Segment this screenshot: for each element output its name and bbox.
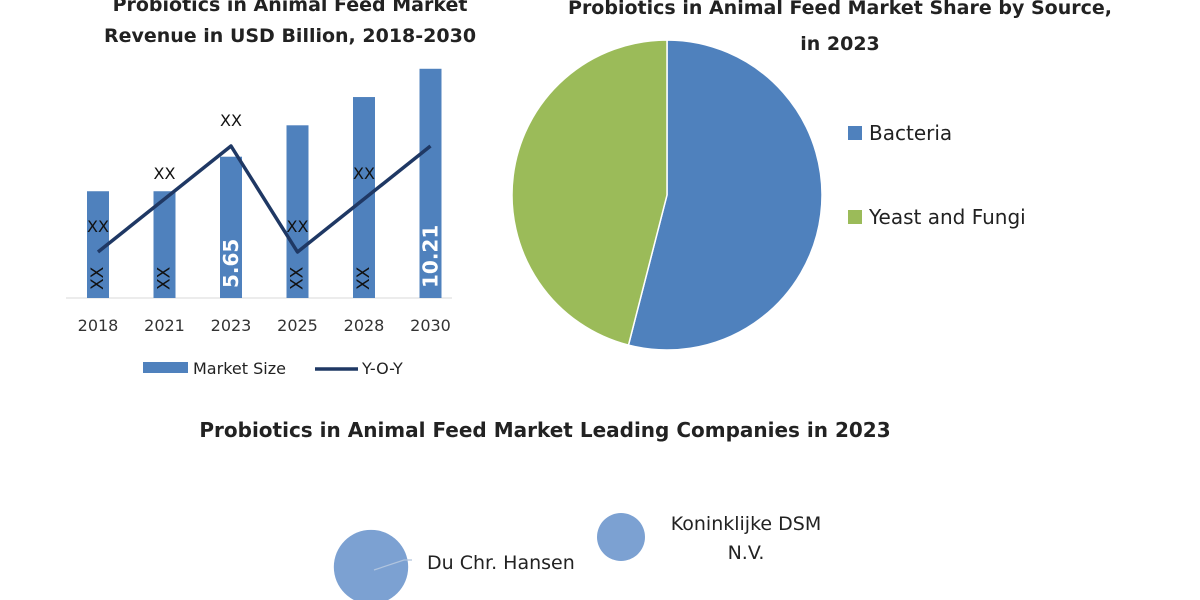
legend-swatch-market-size bbox=[143, 362, 188, 373]
legend-label-yoy: Y-O-Y bbox=[361, 359, 403, 378]
companies-chart-title: Probiotics in Animal Feed Market Leading… bbox=[199, 418, 891, 442]
bar-market-size bbox=[87, 191, 109, 298]
line-yoy bbox=[96, 144, 432, 254]
bar-data-label: XX bbox=[88, 266, 108, 290]
pie-chart-title: Probiotics in Animal Feed Market Share b… bbox=[568, 0, 1112, 55]
bar-data-label: 10.21 bbox=[419, 225, 443, 288]
x-tick-label: 2018 bbox=[78, 316, 119, 335]
bar-data-label: XX bbox=[288, 266, 308, 290]
bar-market-size bbox=[419, 68, 442, 298]
legend-label: Bacteria bbox=[869, 121, 952, 145]
market-size-bar-chart: XX 2018 XX 2021 5.65 2023 XX 2025 XX 2028 10.21 203… bbox=[66, 68, 452, 378]
company-bubble bbox=[333, 529, 409, 600]
bar-market-size bbox=[220, 156, 242, 298]
company-label: Koninklijke DSM N.V. bbox=[671, 513, 821, 564]
pie-slice bbox=[511, 39, 668, 347]
x-tick-label: 2030 bbox=[410, 316, 451, 335]
source-share-pie-chart: Bacteria Yeast and Fungi bbox=[511, 39, 1026, 351]
x-tick-label: 2025 bbox=[277, 316, 318, 335]
line-data-label: XX bbox=[287, 217, 309, 236]
legend-label-market-size: Market Size bbox=[193, 359, 286, 378]
bar-data-label: XX bbox=[155, 266, 175, 290]
x-tick-label: 2028 bbox=[344, 316, 385, 335]
legend-swatch bbox=[848, 210, 862, 224]
legend-label: Yeast and Fungi bbox=[868, 205, 1026, 229]
pie-slice bbox=[627, 39, 823, 351]
legend-swatch bbox=[848, 126, 862, 140]
line-data-label: XX bbox=[220, 111, 242, 130]
company-bubble bbox=[597, 513, 645, 561]
leader-line bbox=[373, 559, 412, 571]
x-tick-label: 2021 bbox=[144, 316, 185, 335]
company-label: Du Chr. Hansen bbox=[427, 552, 575, 574]
line-data-label: XX bbox=[87, 217, 109, 236]
line-data-label: XX bbox=[154, 164, 176, 183]
bar-chart-title: Probiotics in Animal Feed Market Revenue… bbox=[103, 0, 477, 47]
bar-data-label: 5.65 bbox=[219, 239, 243, 288]
bar-data-label: XX bbox=[354, 266, 374, 290]
line-data-label: XX bbox=[353, 164, 375, 183]
bar-market-size bbox=[153, 191, 176, 298]
x-tick-label: 2023 bbox=[211, 316, 252, 335]
bar-market-size bbox=[286, 125, 309, 298]
